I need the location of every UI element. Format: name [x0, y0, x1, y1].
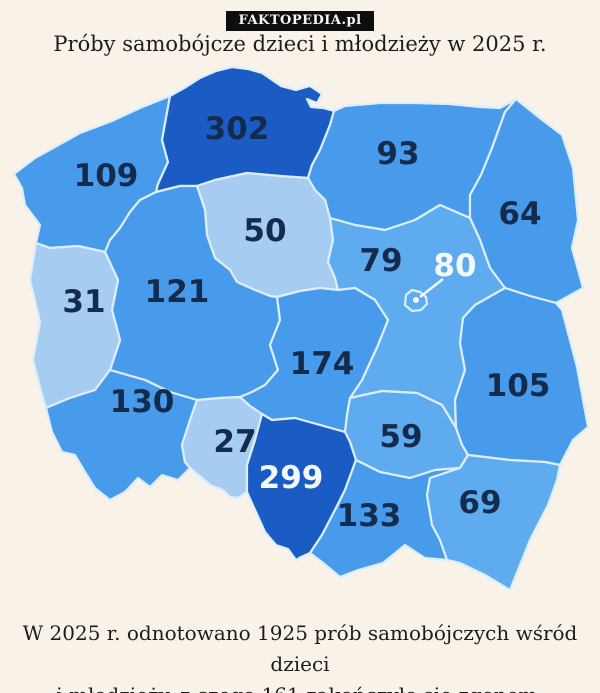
value-mazowieckie: 79 — [359, 243, 402, 279]
value-podkarpackie: 69 — [458, 485, 501, 521]
value-swietokrzyskie: 59 — [379, 419, 422, 455]
value-slaskie: 299 — [259, 460, 324, 496]
logo-banner: FAKTOPEDIA.pl — [0, 9, 600, 31]
warsaw-dot — [413, 297, 419, 303]
value-podlaskie: 64 — [498, 196, 541, 232]
value-warminsko-mazurskie: 93 — [376, 136, 419, 172]
warsaw-leader-line — [419, 278, 444, 298]
value-zachodniopomorskie: 109 — [74, 158, 139, 194]
footer-caption: W 2025 r. odnotowano 1925 prób samobójcz… — [0, 618, 600, 693]
value-wielkopolskie: 121 — [145, 274, 210, 310]
value-lubelskie: 105 — [486, 368, 551, 404]
value-warszawa: 80 — [433, 248, 476, 284]
value-dolnoslaskie: 130 — [110, 384, 175, 420]
region-malopolskie — [308, 458, 462, 579]
region-podkarpackie — [425, 453, 562, 592]
value-pomorskie: 302 — [205, 111, 270, 147]
value-lubuskie: 31 — [62, 284, 105, 320]
footer-line-1: W 2025 r. odnotowano 1925 prób samobójcz… — [22, 621, 578, 676]
value-opolskie: 27 — [213, 424, 256, 460]
value-kujawsko-pomorskie: 50 — [243, 213, 286, 249]
value-lodzkie: 174 — [290, 346, 355, 382]
footer-line-2: i młodzieży, z czego 161 zakończyło się … — [0, 680, 600, 693]
logo-text: FAKTOPEDIA.pl — [226, 11, 374, 31]
value-malopolskie: 133 — [337, 498, 402, 534]
page-title: Próby samobójcze dzieci i młodzieży w 20… — [53, 32, 547, 56]
